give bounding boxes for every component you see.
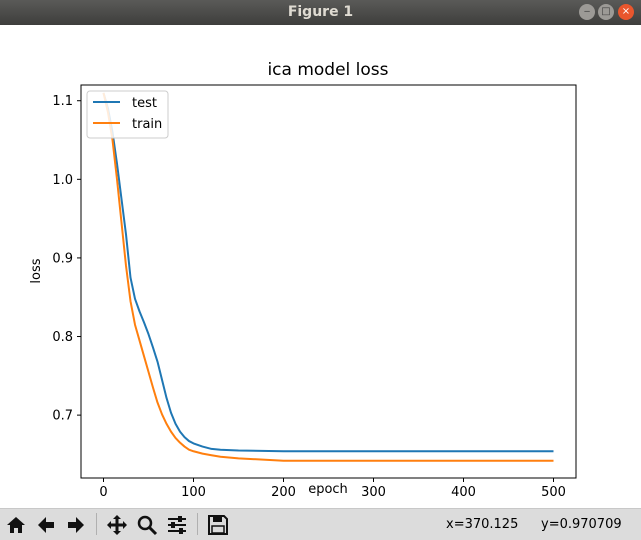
save-icon <box>208 514 228 535</box>
legend-test-label: test <box>132 96 157 111</box>
y-tick-label: 0.9 <box>52 251 73 266</box>
maximize-button[interactable]: □ <box>598 4 614 20</box>
y-tick-label: 0.8 <box>52 330 73 345</box>
save-button[interactable] <box>205 512 231 537</box>
navigation-toolbar: x=370.125 y=0.970709 <box>0 508 641 540</box>
x-tick-label: 500 <box>541 485 566 500</box>
series-line-test <box>102 92 554 453</box>
x-axis-label: epoch <box>308 482 348 497</box>
window-titlebar: Figure 1 ‒ □ × <box>0 0 641 25</box>
zoom-icon <box>137 515 158 535</box>
pan-icon <box>107 514 127 535</box>
y-tick-label: 0.7 <box>52 409 73 424</box>
home-icon <box>7 516 25 533</box>
plot-frame <box>80 84 577 479</box>
chart-title: ica model loss <box>267 60 388 80</box>
toolbar-separator <box>96 513 97 535</box>
pan-button[interactable] <box>104 512 130 537</box>
back-icon <box>38 516 54 533</box>
forward-button[interactable] <box>63 512 89 537</box>
cursor-x-readout: x=370.125 <box>446 517 519 532</box>
zoom-button[interactable] <box>134 512 160 537</box>
configure-subplots-icon <box>168 515 186 534</box>
x-tick-label: 200 <box>271 485 296 500</box>
close-button[interactable]: × <box>618 4 634 20</box>
configure-subplots-button[interactable] <box>164 512 190 537</box>
y-axis-label: loss <box>29 258 44 283</box>
series-line-train <box>102 92 554 462</box>
toolbar-separator <box>197 513 198 535</box>
x-tick-label: 0 <box>99 485 107 500</box>
y-tick-label: 1.1 <box>52 94 73 109</box>
cursor-y-readout: y=0.970709 <box>541 517 622 532</box>
legend: test train <box>86 90 169 139</box>
y-tick-label: 1.0 <box>52 173 73 188</box>
x-tick-label: 400 <box>451 485 476 500</box>
back-button[interactable] <box>33 512 59 537</box>
home-button[interactable] <box>3 512 29 537</box>
x-tick-label: 300 <box>361 485 386 500</box>
window-title: Figure 1 <box>287 4 354 20</box>
legend-train-label: train <box>132 117 162 132</box>
x-tick-label: 100 <box>181 485 206 500</box>
loss-chart[interactable]: ica model loss 0 100 200 300 400 500 0.7 0.8 0.9… <box>0 25 641 508</box>
figure-canvas[interactable]: ica model loss 0 100 200 300 400 500 0.7 0.8 0.9… <box>0 25 641 508</box>
minimize-button[interactable]: ‒ <box>579 4 595 20</box>
forward-icon <box>68 516 84 533</box>
